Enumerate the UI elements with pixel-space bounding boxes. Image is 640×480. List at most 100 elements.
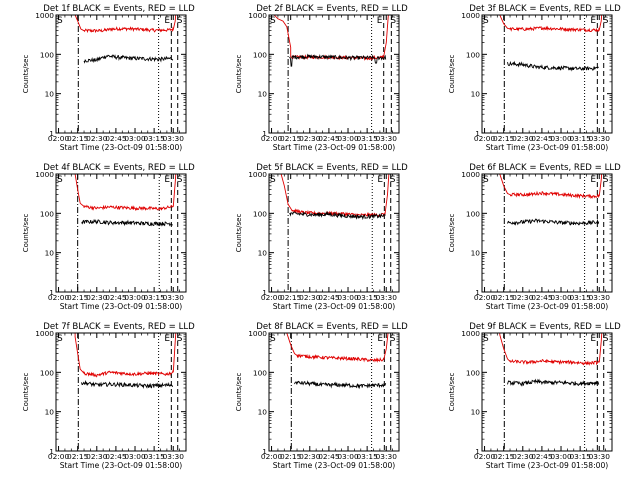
x-tick-label: 03:00	[337, 293, 359, 302]
lld-rate-line	[286, 333, 389, 363]
panel: Det 9f BLACK = Events, RED = LLD Counts/s…	[448, 322, 621, 470]
y-axis-label: Counts/sec	[22, 55, 30, 94]
x-axis-label: Start Time (23-Oct-09 01:58:00)	[486, 461, 609, 470]
panel-title: Det 3f BLACK = Events, RED = LLD	[469, 4, 621, 14]
x-tick-label: 03:30	[163, 293, 185, 302]
panel: Det 7f BLACK = Events, RED = LLD Counts/s…	[22, 322, 195, 470]
x-tick-label: 02:00	[261, 293, 283, 302]
lld-rate-line	[74, 15, 177, 34]
start-marker: S	[483, 334, 489, 344]
lld-rate-line	[499, 174, 603, 200]
x-tick-label: 03:30	[376, 293, 398, 302]
x-tick-label: 03:15	[143, 293, 165, 302]
events-rate-line	[507, 378, 600, 387]
y-tick-label: 100	[253, 50, 267, 59]
y-tick-label: 100	[40, 368, 54, 377]
start-marker: S	[270, 175, 276, 185]
x-tick-label: 03:15	[143, 452, 165, 461]
panel-title: Det 8f BLACK = Events, RED = LLD	[256, 322, 408, 332]
y-tick-label: 1000	[35, 329, 54, 338]
start-marker-right: S	[603, 16, 609, 26]
start-marker: S	[57, 334, 63, 344]
x-tick-label: 03:00	[550, 452, 572, 461]
lld-rate-line	[74, 333, 177, 378]
x-tick-label: 03:15	[569, 452, 591, 461]
y-tick-label: 1000	[35, 170, 54, 179]
y-tick-label: 1000	[248, 329, 267, 338]
plot-frame	[55, 14, 187, 134]
y-tick-label: 1	[475, 447, 480, 456]
x-tick-label: 02:30	[86, 452, 108, 461]
x-tick-label: 02:00	[261, 134, 283, 143]
x-tick-label: 02:15	[493, 293, 515, 302]
y-tick-label: 1	[475, 129, 480, 138]
y-tick-label: 1	[262, 288, 267, 297]
y-axis-label: Counts/sec	[448, 55, 456, 94]
y-tick-label: 1000	[461, 11, 480, 20]
x-tick-label: 03:15	[356, 134, 378, 143]
y-tick-label: 1	[475, 288, 480, 297]
x-tick-label: 03:00	[337, 134, 359, 143]
y-axis-label: Counts/sec	[235, 214, 243, 253]
plot-frame	[268, 173, 400, 293]
y-tick-label: 100	[40, 50, 54, 59]
x-tick-label: 03:30	[163, 452, 185, 461]
panel: Det 6f BLACK = Events, RED = LLD Counts/s…	[448, 163, 621, 311]
end-marker: E	[590, 16, 596, 26]
plot-frame	[55, 173, 187, 293]
x-tick-label: 03:15	[569, 293, 591, 302]
y-tick-label: 10	[471, 249, 481, 258]
plot-frame	[268, 332, 400, 452]
y-axis-label: Counts/sec	[22, 373, 30, 412]
x-tick-label: 03:30	[589, 293, 611, 302]
panel: Det 4f BLACK = Events, RED = LLD Counts/s…	[22, 163, 195, 311]
x-tick-label: 03:30	[163, 134, 185, 143]
panel: Det 8f BLACK = Events, RED = LLD Counts/s…	[235, 322, 408, 470]
plot-frame	[55, 332, 187, 452]
x-tick-label: 02:00	[261, 452, 283, 461]
end-marker: E	[377, 175, 383, 185]
x-tick-label: 03:00	[550, 293, 572, 302]
panel-title: Det 7f BLACK = Events, RED = LLD	[43, 322, 195, 332]
panel: Det 3f BLACK = Events, RED = LLD Counts/s…	[448, 4, 621, 152]
x-axis-label: Start Time (23-Oct-09 01:58:00)	[60, 302, 183, 311]
x-tick-label: 03:00	[124, 134, 146, 143]
y-axis-label: Counts/sec	[235, 55, 243, 94]
y-tick-label: 100	[466, 50, 480, 59]
x-axis-label: Start Time (23-Oct-09 01:58:00)	[486, 143, 609, 152]
plot-frame	[481, 14, 613, 134]
y-axis-label: Counts/sec	[235, 373, 243, 412]
x-tick-label: 03:30	[589, 452, 611, 461]
events-rate-line	[81, 379, 174, 389]
events-rate-line	[289, 53, 387, 67]
y-tick-label: 1	[49, 447, 54, 456]
start-marker: S	[483, 175, 489, 185]
end-marker: E	[590, 175, 596, 185]
panel-title: Det 6f BLACK = Events, RED = LLD	[469, 163, 621, 173]
start-marker: S	[57, 175, 63, 185]
y-tick-label: 100	[466, 368, 480, 377]
x-tick-label: 03:00	[550, 134, 572, 143]
x-tick-label: 03:15	[356, 452, 378, 461]
y-axis-label: Counts/sec	[448, 214, 456, 253]
y-tick-label: 10	[471, 90, 481, 99]
x-axis-label: Start Time (23-Oct-09 01:58:00)	[60, 461, 183, 470]
x-tick-label: 02:30	[86, 134, 108, 143]
x-tick-label: 02:30	[86, 293, 108, 302]
x-tick-label: 02:00	[474, 293, 496, 302]
y-tick-label: 1000	[248, 11, 267, 20]
panel-title: Det 2f BLACK = Events, RED = LLD	[256, 4, 408, 14]
y-tick-label: 1000	[461, 329, 480, 338]
y-tick-label: 10	[258, 249, 268, 258]
x-tick-label: 03:15	[356, 293, 378, 302]
x-tick-label: 02:30	[299, 134, 321, 143]
end-marker: E	[377, 16, 383, 26]
x-tick-label: 02:45	[105, 134, 127, 143]
x-tick-label: 02:30	[512, 134, 534, 143]
panel: Det 2f BLACK = Events, RED = LLD Counts/s…	[235, 4, 408, 152]
y-tick-label: 10	[45, 90, 55, 99]
x-tick-label: 03:15	[143, 134, 165, 143]
x-tick-label: 03:30	[589, 134, 611, 143]
plot-frame	[268, 14, 400, 134]
x-axis-label: Start Time (23-Oct-09 01:58:00)	[486, 302, 609, 311]
